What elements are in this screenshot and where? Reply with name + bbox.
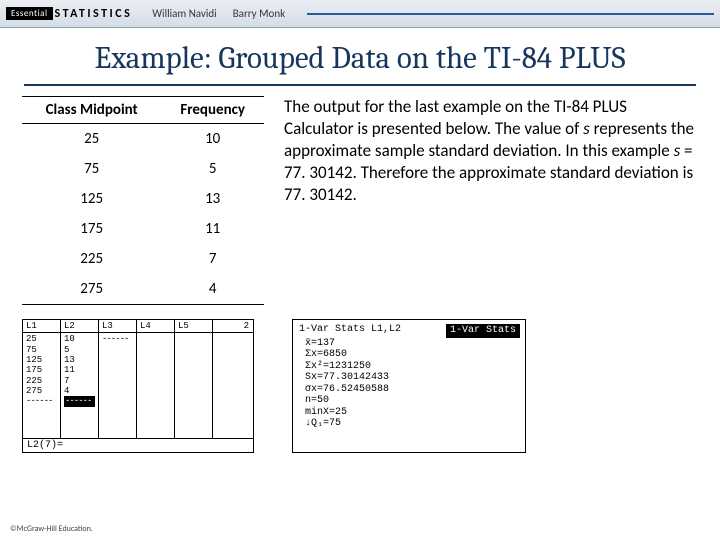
author-2: Barry Monk bbox=[233, 7, 285, 20]
copyright-footer: ©McGraw-Hill Education. bbox=[10, 524, 93, 534]
frequency-table: Class Midpoint Frequency 2510 755 12513 … bbox=[22, 96, 264, 305]
logo-statistics: STATISTICS bbox=[55, 7, 133, 21]
calc1-col-end bbox=[213, 333, 253, 437]
stat-line: σx=76.52450588 bbox=[299, 384, 519, 396]
stat-line: minX=25 bbox=[299, 407, 519, 419]
calc-screen-list-editor: L1 L2 L3 L4 L5 2 25 75 125 175 225 275 -… bbox=[22, 319, 254, 453]
calc-screen-1var-stats: 1-Var Stats L1,L2 1-Var Stats x̄=137 Σx=… bbox=[292, 319, 526, 453]
stat-line: ↓Q₁=75 bbox=[299, 418, 519, 430]
th-midpoint: Class Midpoint bbox=[22, 97, 161, 124]
calculator-screens-row: L1 L2 L3 L4 L5 2 25 75 125 175 225 275 -… bbox=[0, 305, 720, 453]
left-column: Class Midpoint Frequency 2510 755 12513 … bbox=[22, 96, 264, 305]
calc1-col-L2: 10 5 13 11 7 4 ------ bbox=[61, 333, 99, 437]
table-row: 12513 bbox=[22, 184, 264, 214]
calc1-col-L3: ------ bbox=[99, 333, 137, 437]
table-row: 17511 bbox=[22, 214, 264, 244]
th-frequency: Frequency bbox=[161, 97, 264, 124]
calc1-col-L4 bbox=[137, 333, 175, 437]
explanation-paragraph: The output for the last example on the T… bbox=[284, 96, 698, 206]
calc1-col-L5 bbox=[175, 333, 213, 437]
table-row: 2257 bbox=[22, 244, 264, 274]
table-row: 2510 bbox=[22, 124, 264, 155]
stat-line: Σx²=1231250 bbox=[299, 361, 519, 373]
calc1-col-L1: 25 75 125 175 225 275 ------ bbox=[23, 333, 61, 437]
table-row: 2754 bbox=[22, 274, 264, 305]
author-1: William Navidi bbox=[152, 7, 216, 20]
logo-essential: Essential bbox=[6, 7, 53, 20]
calc1-footer: L2(7)= bbox=[23, 438, 253, 453]
main-content: Class Midpoint Frequency 2510 755 12513 … bbox=[0, 96, 720, 305]
right-column: The output for the last example on the T… bbox=[284, 96, 698, 305]
stat-line: n=50 bbox=[299, 395, 519, 407]
header-rule bbox=[307, 13, 714, 15]
top-header-bar: Essential STATISTICS William Navidi Barr… bbox=[0, 0, 720, 28]
stat-line: Sx=77.30142433 bbox=[299, 372, 519, 384]
table-row: 755 bbox=[22, 154, 264, 184]
page-title: Example: Grouped Data on the TI-84 PLUS bbox=[24, 28, 696, 86]
stat-line: x̄=137 bbox=[299, 338, 519, 350]
calc2-mode-tag: 1-Var Stats bbox=[446, 324, 520, 338]
stat-line: Σx=6850 bbox=[299, 349, 519, 361]
calc1-header-row: L1 L2 L3 L4 L5 2 bbox=[23, 320, 253, 333]
